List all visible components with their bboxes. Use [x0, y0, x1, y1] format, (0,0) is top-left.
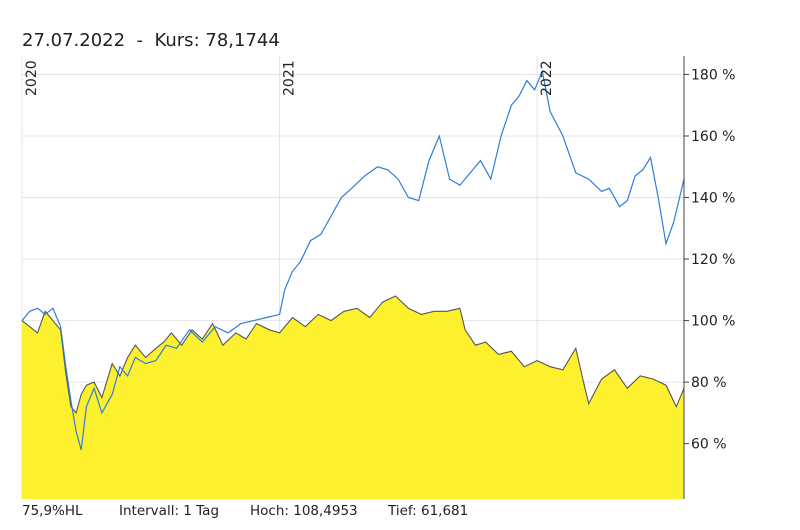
- y-tick-label: 180 %: [691, 67, 735, 83]
- x-year-label: 2021: [282, 60, 298, 96]
- y-tick-label: 120 %: [691, 252, 735, 268]
- x-year-label: 2022: [539, 60, 555, 96]
- footer-high: Hoch: 108,4953: [250, 503, 358, 519]
- y-tick-label: 100 %: [691, 314, 735, 330]
- footer-hl-value: 75,9%HL: [22, 503, 83, 519]
- y-tick-label: 160 %: [691, 129, 735, 145]
- footer-interval: Intervall: 1 Tag: [119, 503, 220, 519]
- area-series: [21, 295, 685, 499]
- y-tick-label: 140 %: [691, 191, 735, 207]
- footer-low: Tief: 61,681: [388, 503, 469, 519]
- kurs-label: Kurs:: [154, 30, 200, 51]
- area-series-line: [21, 295, 685, 415]
- x-year-label: 2020: [24, 60, 40, 96]
- kurs-value: 78,1744: [205, 30, 280, 51]
- line-series: [21, 69, 685, 450]
- y-tick-label: 60 %: [691, 437, 727, 453]
- line-series-path: [21, 69, 685, 450]
- area-fill: [22, 296, 684, 499]
- y-tick-label: 80 %: [691, 375, 727, 391]
- y-axis: 60 % 80 % 100 % 120 % 140 % 160 % 180 %: [683, 56, 735, 499]
- x-axis-year-labels: 2020 2021 2022: [24, 60, 555, 96]
- date-label: 27.07.2022: [22, 30, 126, 51]
- chart-title: 27.07.2022 - Kurs: 78,1744: [22, 30, 280, 51]
- title-separator: -: [136, 30, 144, 51]
